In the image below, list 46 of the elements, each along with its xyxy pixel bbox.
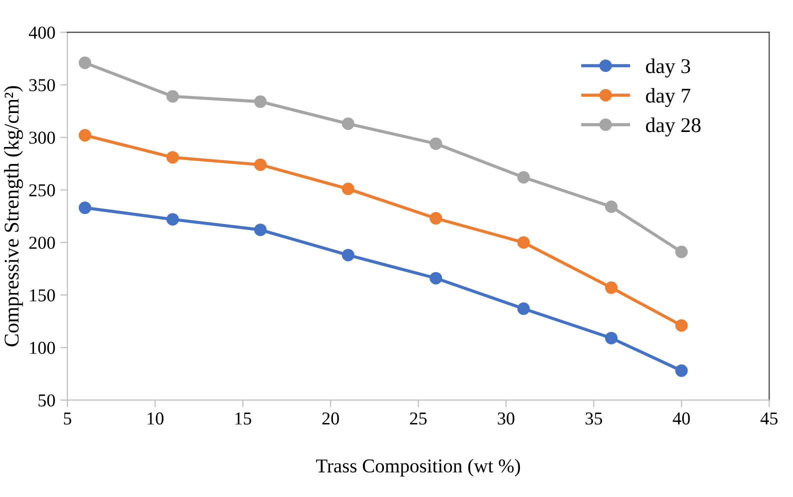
x-tick-label: 25: [410, 412, 427, 425]
point: [605, 332, 618, 344]
y-tick-label: 100: [30, 342, 55, 354]
legend-label: day 28: [646, 118, 701, 136]
y-axis-title: Compressive Strength (kg/cm²): [4, 86, 23, 346]
point: [675, 319, 688, 332]
point: [675, 246, 688, 258]
y-tick-label: 400: [28, 26, 55, 39]
x-tick-label: 10: [148, 412, 164, 425]
y-tick-label: 150: [30, 289, 55, 302]
point: [254, 158, 267, 171]
point: [254, 224, 267, 236]
point: [166, 151, 179, 164]
point: [430, 212, 442, 225]
y-tick-label: 300: [29, 132, 55, 144]
point: [675, 364, 688, 377]
x-tick-label: 30: [498, 412, 514, 425]
point: [78, 129, 92, 142]
y-tick-label: 350: [29, 79, 55, 92]
y-tick-label: 250: [29, 184, 55, 196]
x-tick-label: 45: [760, 412, 778, 425]
point: [430, 272, 442, 284]
y-tick-label: 50: [38, 394, 55, 407]
point: [342, 117, 354, 130]
y-tick-label: 200: [29, 236, 55, 249]
point: [605, 200, 618, 213]
point: [166, 213, 179, 226]
point: [342, 182, 354, 196]
point: [430, 137, 442, 150]
x-tick-label: 35: [586, 412, 602, 425]
legend-label: day 7: [646, 88, 690, 107]
point: [517, 236, 530, 249]
x-axis-title: Trass Composition (wt %): [316, 458, 520, 476]
point: [342, 248, 354, 262]
point: [78, 202, 92, 214]
point: [166, 90, 179, 103]
point: [517, 302, 530, 315]
x-tick-label: 5: [64, 412, 72, 425]
x-tick-label: 15: [235, 412, 252, 425]
legend-label: day 3: [646, 58, 690, 78]
point: [254, 95, 267, 108]
point: [78, 56, 92, 70]
x-tick-label: 20: [322, 412, 339, 425]
point: [517, 171, 530, 184]
point: [605, 281, 618, 294]
x-tick-label: 40: [672, 412, 690, 425]
